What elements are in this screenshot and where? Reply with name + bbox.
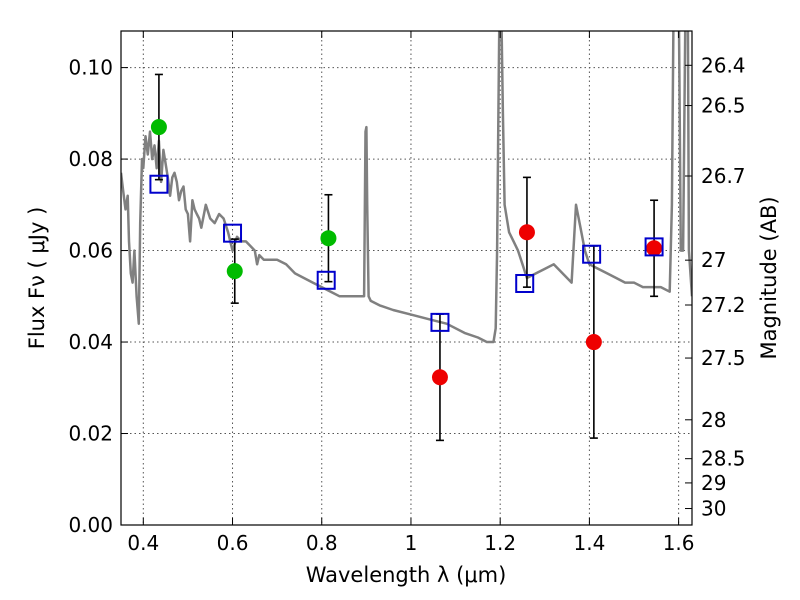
x-axis-title: Wavelength λ (μm) (306, 563, 507, 587)
model-photometry-box-4 (515, 273, 535, 293)
observed-points (150, 119, 663, 386)
model-photometry-box-2 (316, 270, 336, 290)
x-tick-label-5: 1.4 (573, 531, 605, 555)
x-tick-label-2: 0.8 (306, 531, 338, 555)
y-tick-label-1: 0.02 (68, 422, 113, 446)
x-tick-label-1: 0.6 (217, 531, 249, 555)
model-spectrum-layer (121, 31, 692, 344)
y-axis-title: Flux Fν ( μJy ) (25, 207, 49, 350)
model-photometry-boxes (149, 174, 664, 332)
model-photometry-box-1 (223, 223, 243, 243)
right-tick-label-1: 26.5 (701, 94, 746, 118)
model-photometry-box-6 (644, 237, 664, 257)
x-tick-label-0: 0.4 (127, 531, 159, 555)
model-photometry-box-3 (430, 312, 450, 332)
grid-lines (121, 31, 692, 525)
observed-point-6 (646, 240, 663, 257)
plot-frame (120, 30, 693, 526)
right-tick-label-5: 27.5 (701, 346, 746, 370)
y-tick-label-4: 0.08 (68, 147, 113, 171)
model-photometry-box-0 (149, 174, 169, 194)
observed-point-5 (585, 334, 602, 351)
right-tick-label-6: 28 (701, 408, 726, 432)
right-tick-label-8: 29 (701, 471, 726, 495)
right-tick-label-3: 27 (701, 248, 726, 272)
y-tick-label-0: 0.00 (68, 513, 113, 537)
y-tick-label-5: 0.10 (68, 56, 113, 80)
right-tick-label-2: 26.7 (701, 164, 746, 188)
observed-point-0 (150, 119, 167, 136)
y-tick-label-2: 0.04 (68, 330, 113, 354)
x-tick-label-4: 1.2 (484, 531, 516, 555)
observed-point-2 (320, 230, 337, 247)
x-tick-label-3: 1 (405, 531, 418, 555)
model-photometry-box-5 (582, 244, 602, 264)
observed-point-1 (226, 263, 243, 280)
right-tick-label-4: 27.2 (701, 293, 746, 317)
model-spectrum-line (121, 31, 692, 344)
right-tick-label-9: 30 (701, 497, 726, 521)
observed-point-3 (431, 369, 448, 386)
x-tick-label-6: 1.6 (663, 531, 695, 555)
right-tick-label-7: 28.5 (701, 447, 746, 471)
y-tick-label-3: 0.06 (68, 239, 113, 263)
right-axis-title: Magnitude (AB) (757, 196, 781, 359)
axis-ticks: 0.4 0.6 0.8 1 1.2 1.4 1.6 0.00 0.02 0.04 0.06 0.08 0… (68, 31, 746, 555)
right-tick-label-0: 26.4 (701, 53, 746, 77)
observed-point-4 (518, 224, 535, 241)
